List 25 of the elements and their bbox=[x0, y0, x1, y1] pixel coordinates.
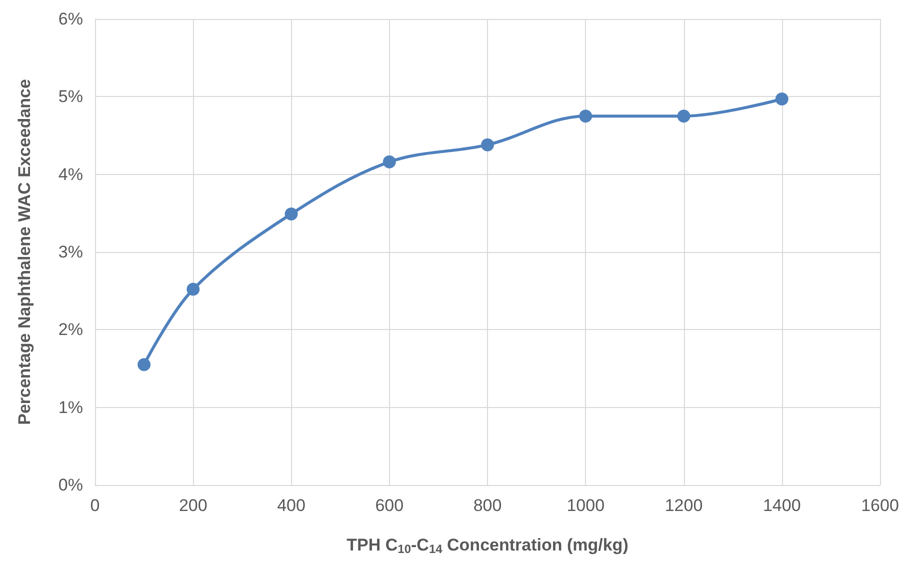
x-tick-label: 600 bbox=[375, 496, 404, 515]
point bbox=[481, 138, 494, 152]
y-tick-label: 1% bbox=[58, 398, 83, 417]
y-tick-label: 2% bbox=[58, 320, 83, 340]
point bbox=[775, 92, 788, 106]
x-tick-label: 0 bbox=[90, 496, 100, 515]
x-tick-label: 200 bbox=[178, 496, 208, 515]
point bbox=[186, 282, 200, 296]
y-tick-label: 0% bbox=[58, 476, 83, 494]
x-tick-label: 1000 bbox=[566, 496, 605, 515]
point bbox=[138, 358, 151, 372]
x-tick-label: 800 bbox=[473, 496, 502, 515]
point bbox=[284, 207, 298, 220]
x-tick-label: 400 bbox=[277, 496, 306, 515]
y-tick-label: 3% bbox=[58, 242, 83, 262]
x-tick-label: 1200 bbox=[664, 496, 703, 515]
point bbox=[382, 155, 396, 168]
point bbox=[579, 110, 592, 123]
y-axis-title: Percentage Naphthalene WAC Exceedance bbox=[15, 79, 34, 425]
x-tick-label: 1600 bbox=[861, 496, 899, 515]
y-tick-label: 4% bbox=[58, 164, 83, 184]
y-tick-label: 6% bbox=[58, 10, 83, 28]
y-tick-label: 5% bbox=[58, 87, 83, 106]
point bbox=[677, 110, 690, 123]
x-tick-label: 1400 bbox=[762, 496, 801, 515]
